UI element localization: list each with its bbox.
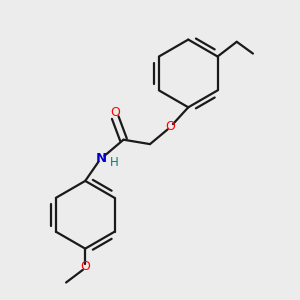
Text: O: O bbox=[166, 120, 176, 133]
Text: N: N bbox=[96, 152, 107, 165]
Text: O: O bbox=[110, 106, 120, 119]
Text: O: O bbox=[80, 260, 90, 273]
Text: H: H bbox=[110, 156, 118, 169]
